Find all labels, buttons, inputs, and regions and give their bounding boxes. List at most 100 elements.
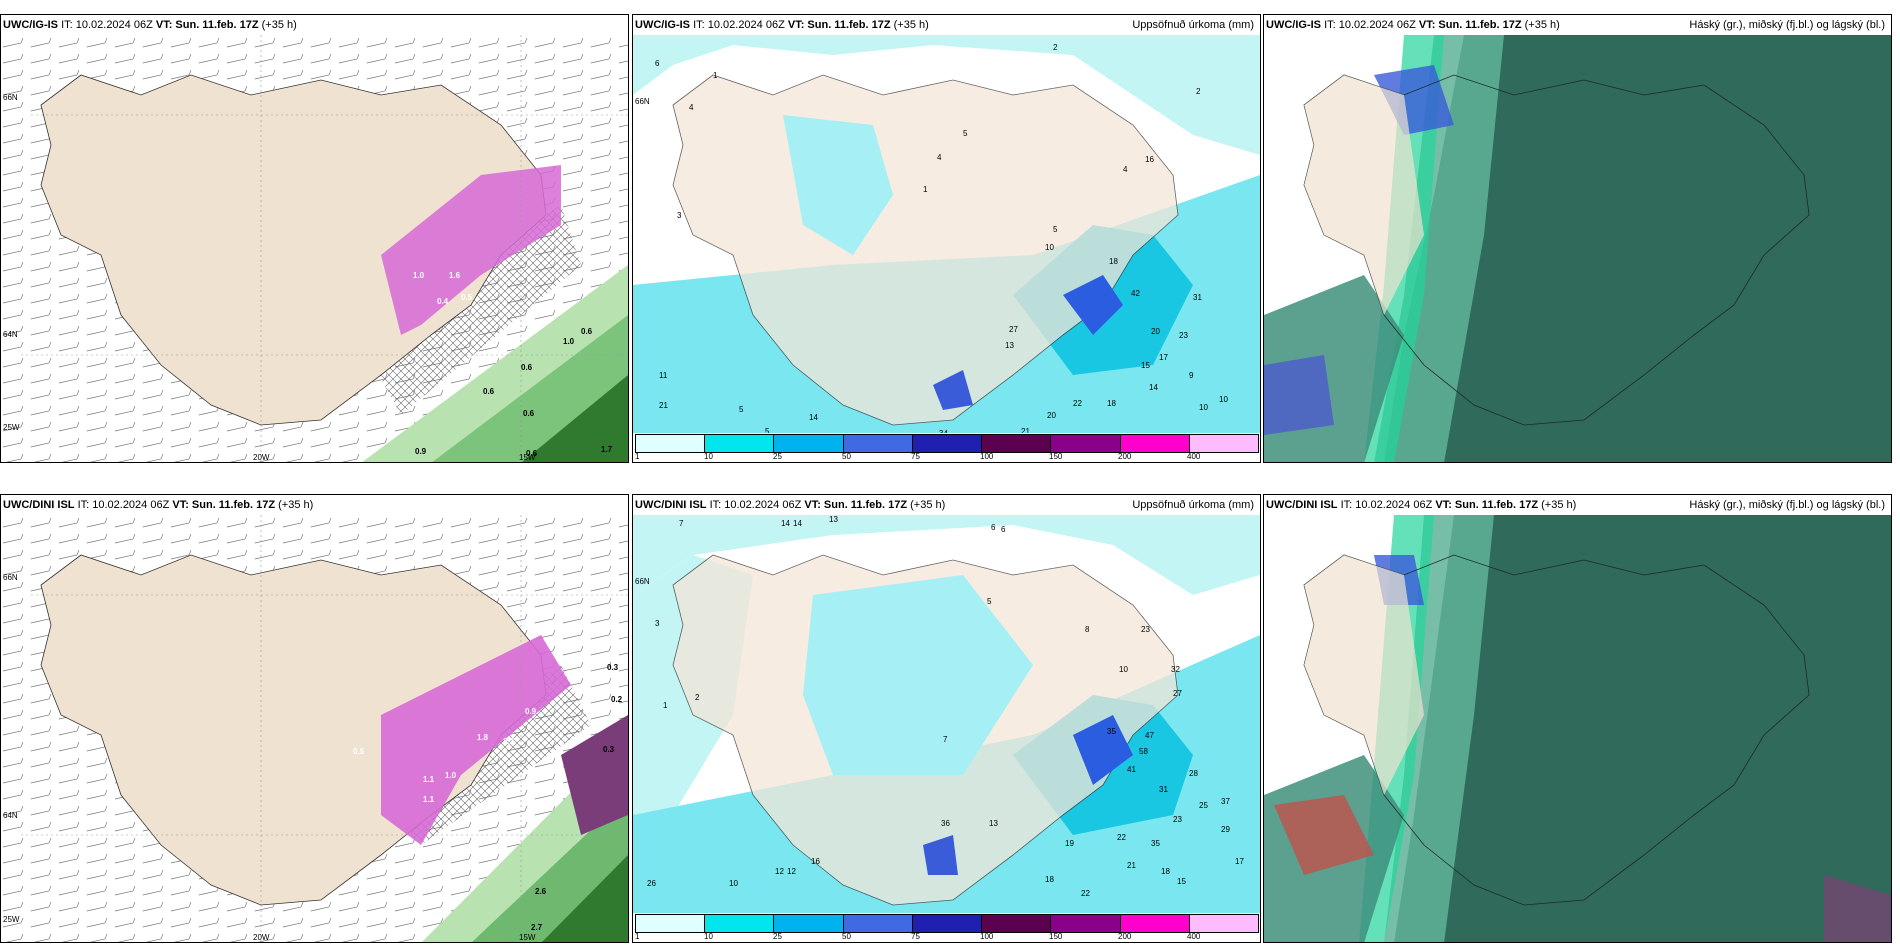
value-label: 1.7	[601, 445, 613, 454]
value-label: 1.0	[445, 771, 457, 780]
value-label: 26	[647, 879, 656, 888]
colorbar-tick: 150	[1049, 452, 1063, 461]
lon-label: 20W	[253, 933, 270, 942]
map-snowfall: 66N 64N 25W 20W 15W 1.0 1.6 0.4 0.5 0.6 …	[1, 35, 628, 462]
map-precipitation: 66N 6 4 1 3 2 5 4 1 16 4 5 10 18 42 31 2…	[633, 35, 1260, 462]
panel-title: Háský (gr.), miðský (fj.bl.) og lágský (…	[1689, 499, 1885, 511]
value-label: 13	[829, 515, 838, 524]
value-label: 8	[1085, 625, 1090, 634]
value-label: 9	[1189, 371, 1194, 380]
colorbar-swatch	[1189, 435, 1258, 452]
value-label: 19	[1065, 839, 1074, 848]
value-label: 7	[943, 735, 948, 744]
value-label: 0.6	[523, 409, 535, 418]
value-label: 10	[1045, 243, 1054, 252]
value-label: 25	[1199, 801, 1208, 810]
colorbar: 1 10 25 50 75 100 150 200 400	[633, 913, 1260, 942]
value-label: 35	[1107, 727, 1116, 736]
value-label: 58	[1139, 747, 1148, 756]
panel-ig-precip: UWC/IG-IS IT: 10.02.2024 06Z VT: Sun. 11…	[632, 14, 1261, 463]
lat-label: 66N	[635, 577, 650, 586]
value-label: 10	[1219, 395, 1228, 404]
colorbar-swatch	[1051, 435, 1121, 452]
value-label: 22	[1117, 833, 1126, 842]
panel-header: UWC/IG-IS IT: 10.02.2024 06Z VT: Sun. 11…	[1, 15, 628, 35]
value-label: 6	[991, 523, 996, 532]
colorbar-swatch	[636, 435, 706, 452]
value-label: 0.6	[581, 327, 593, 336]
colorbar-swatch	[982, 435, 1052, 452]
value-label: 15	[1141, 361, 1150, 370]
panel-dini-snow: UWC/DINI ISL IT: 10.02.2024 06Z VT: Sun.…	[0, 494, 629, 943]
colorbar-tick: 50	[842, 452, 851, 461]
panel-title: Uppsöfnuð úrkoma (mm)	[1132, 19, 1254, 31]
value-label: 1.1	[423, 775, 435, 784]
colorbar-tick: 75	[911, 932, 920, 941]
value-label: 0.3	[607, 663, 619, 672]
value-label: 10	[1199, 403, 1208, 412]
value-label: 16	[1145, 155, 1154, 164]
value-label: 2.7	[531, 923, 543, 932]
value-label: 36	[941, 819, 950, 828]
value-label: 16	[811, 857, 820, 866]
colorbar-swatch	[1051, 915, 1121, 932]
colorbar-tick: 50	[842, 932, 851, 941]
map-clouds	[1264, 35, 1891, 462]
value-label: 18	[1045, 875, 1054, 884]
value-label: 0.9	[415, 447, 427, 456]
value-label: 11	[659, 371, 668, 380]
value-label: 15	[1177, 877, 1186, 886]
colorbar-tick: 200	[1118, 932, 1132, 941]
value-label: 13	[989, 819, 998, 828]
lat-label: 64N	[3, 811, 18, 820]
panel-header: UWC/IG-IS IT: 10.02.2024 06Z VT: Sun. 11…	[1264, 15, 1891, 35]
value-label: 32	[1171, 665, 1180, 674]
value-label: 22	[1081, 889, 1090, 898]
value-label: 1.6	[449, 271, 461, 280]
value-label: 14	[809, 413, 818, 422]
value-label: 5	[739, 405, 744, 414]
value-label: 2.3	[535, 627, 547, 636]
colorbar-tick: 150	[1049, 932, 1063, 941]
value-label: 0.6	[521, 363, 533, 372]
value-label: 7	[679, 519, 684, 528]
colorbar-swatch	[912, 915, 983, 932]
colorbar-tick: 10	[704, 452, 713, 461]
value-label: 21	[659, 401, 668, 410]
value-label: 1.1	[423, 795, 435, 804]
value-label: 17	[1235, 857, 1244, 866]
value-label: 31	[1193, 293, 1202, 302]
value-label: 23	[1179, 331, 1188, 340]
value-label: 0.6	[526, 449, 538, 458]
value-label: 0.5	[353, 747, 365, 756]
colorbar-tick: 10	[704, 932, 713, 941]
map-clouds	[1264, 515, 1891, 942]
value-label: 0.3	[603, 745, 615, 754]
value-label: 10	[1119, 665, 1128, 674]
colorbar-swatch	[1120, 435, 1190, 452]
lon-label: 25W	[3, 915, 20, 924]
map-precipitation: 66N 7 14 14 13 6 6 5 3 1 2 8 10 23 32 27…	[633, 515, 1260, 942]
colorbar: 1 10 25 50 75 100 150 200 400	[633, 433, 1260, 462]
value-label: 1.0	[413, 271, 425, 280]
colorbar-tick: 200	[1118, 452, 1132, 461]
lat-label: 64N	[3, 330, 18, 339]
panel-dini-clouds: UWC/DINI ISL IT: 10.02.2024 06Z VT: Sun.…	[1263, 494, 1892, 943]
value-label: 20	[1151, 327, 1160, 336]
lon-label: 20W	[253, 453, 270, 462]
value-label: 21	[1021, 427, 1030, 436]
colorbar-swatch	[1189, 915, 1258, 932]
panel-title: Uppsöfnuð úrkoma (mm)	[1132, 499, 1254, 511]
value-label: 12	[787, 867, 796, 876]
lat-label: 66N	[3, 573, 18, 582]
value-label: 23	[1141, 625, 1150, 634]
value-label: 29	[1221, 825, 1230, 834]
value-label: 2	[695, 693, 700, 702]
value-label: 27	[1009, 325, 1018, 334]
value-label: 5	[987, 597, 992, 606]
lon-label: 15W	[519, 453, 536, 462]
value-label: 6	[1001, 525, 1006, 534]
value-label: 37	[1221, 797, 1230, 806]
value-label: 35	[1151, 839, 1160, 848]
value-label: 18	[1109, 257, 1118, 266]
